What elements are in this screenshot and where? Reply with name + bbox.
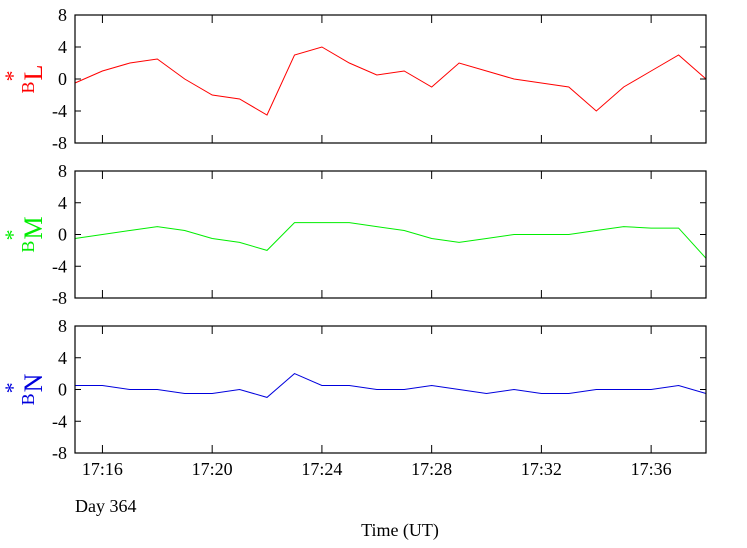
y-tick-label: 0	[58, 380, 67, 400]
plot-frame	[74, 170, 707, 299]
y-tick-label: -4	[52, 411, 67, 431]
y-tick-label: 0	[58, 69, 67, 89]
y-tick-label: -4	[52, 256, 67, 276]
y-label-sub: L	[19, 65, 48, 81]
y-tick-label: -8	[52, 443, 67, 463]
y-tick-label: 0	[58, 225, 67, 245]
y-label-sup: *	[0, 230, 25, 241]
y-label-base: B	[18, 393, 38, 405]
data-line	[74, 46, 707, 116]
y-label-sub: M	[19, 216, 48, 239]
y-label-sup: *	[0, 382, 25, 393]
y-label-sub: N	[19, 373, 48, 392]
x-axis-label: Time (UT)	[361, 520, 439, 541]
x-tick-label: 17:28	[411, 459, 452, 479]
plot-frame	[74, 14, 707, 144]
y-tick-label: 8	[58, 161, 67, 181]
x-tick-label: 17:36	[631, 459, 672, 479]
y-axis-label: B*L	[0, 65, 48, 94]
y-tick-label: -8	[52, 288, 67, 308]
y-tick-label: 4	[58, 37, 67, 57]
annotation: Day 364	[75, 496, 137, 516]
y-tick-label: 8	[58, 316, 67, 336]
y-axis-label: B*N	[0, 373, 48, 405]
y-label-base: B	[18, 81, 38, 93]
x-tick-label: 17:32	[521, 459, 562, 479]
y-tick-label: -8	[52, 133, 67, 153]
data-line	[75, 373, 707, 398]
y-label-base: B	[18, 241, 38, 253]
y-tick-label: -4	[52, 101, 67, 121]
x-tick-label: 17:20	[192, 459, 233, 479]
y-tick-label: 4	[58, 348, 67, 368]
x-tick-label: 17:24	[301, 459, 342, 479]
y-label-sup: *	[0, 70, 25, 81]
data-line	[74, 222, 707, 259]
y-tick-label: 4	[58, 193, 67, 213]
y-axis-label: B*M	[0, 216, 48, 252]
x-tick-label: 17:16	[82, 459, 123, 479]
y-tick-label: 8	[58, 5, 67, 25]
